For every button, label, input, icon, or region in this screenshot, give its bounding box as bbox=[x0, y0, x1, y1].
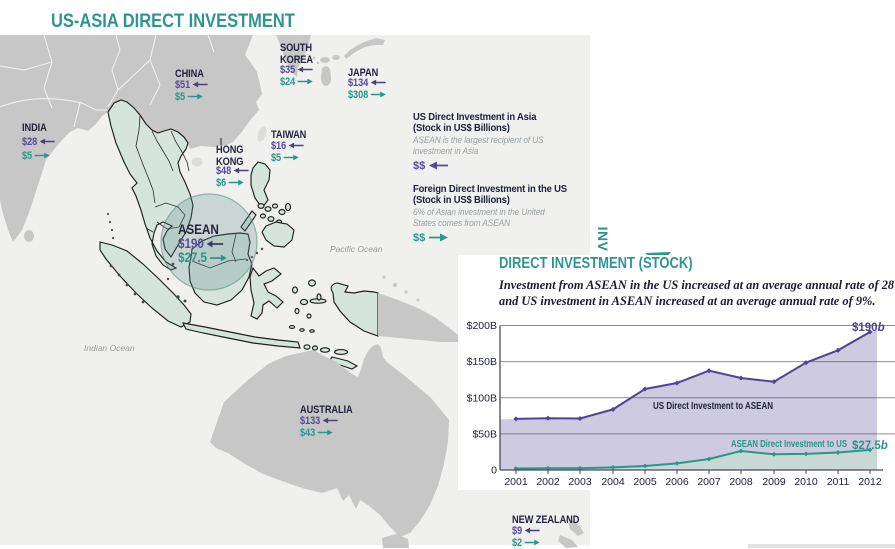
svg-text:2002: 2002 bbox=[536, 476, 560, 488]
svg-text:2001: 2001 bbox=[504, 476, 528, 488]
svg-text:ASEAN Direct Investment to US: ASEAN Direct Investment to US bbox=[731, 439, 847, 450]
svg-text:0: 0 bbox=[491, 465, 497, 477]
svg-text:$190b: $190b bbox=[852, 322, 885, 334]
svg-text:$27.5b: $27.5b bbox=[852, 440, 888, 452]
svg-text:2009: 2009 bbox=[762, 476, 786, 488]
svg-text:2006: 2006 bbox=[665, 476, 689, 488]
svg-text:2003: 2003 bbox=[568, 476, 592, 488]
svg-text:$50B: $50B bbox=[472, 428, 497, 440]
svg-text:2004: 2004 bbox=[601, 476, 625, 488]
svg-text:$100B: $100B bbox=[467, 392, 497, 404]
svg-text:$200B: $200B bbox=[467, 320, 497, 332]
svg-text:2007: 2007 bbox=[697, 476, 721, 488]
svg-text:2010: 2010 bbox=[794, 476, 818, 488]
svg-text:2005: 2005 bbox=[633, 476, 657, 488]
svg-text:2011: 2011 bbox=[827, 476, 850, 488]
svg-text:2012: 2012 bbox=[858, 476, 882, 488]
svg-text:2008: 2008 bbox=[729, 476, 753, 488]
svg-text:US Direct Investment to ASEAN: US Direct Investment to ASEAN bbox=[653, 401, 773, 412]
svg-text:$150B: $150B bbox=[467, 356, 497, 368]
